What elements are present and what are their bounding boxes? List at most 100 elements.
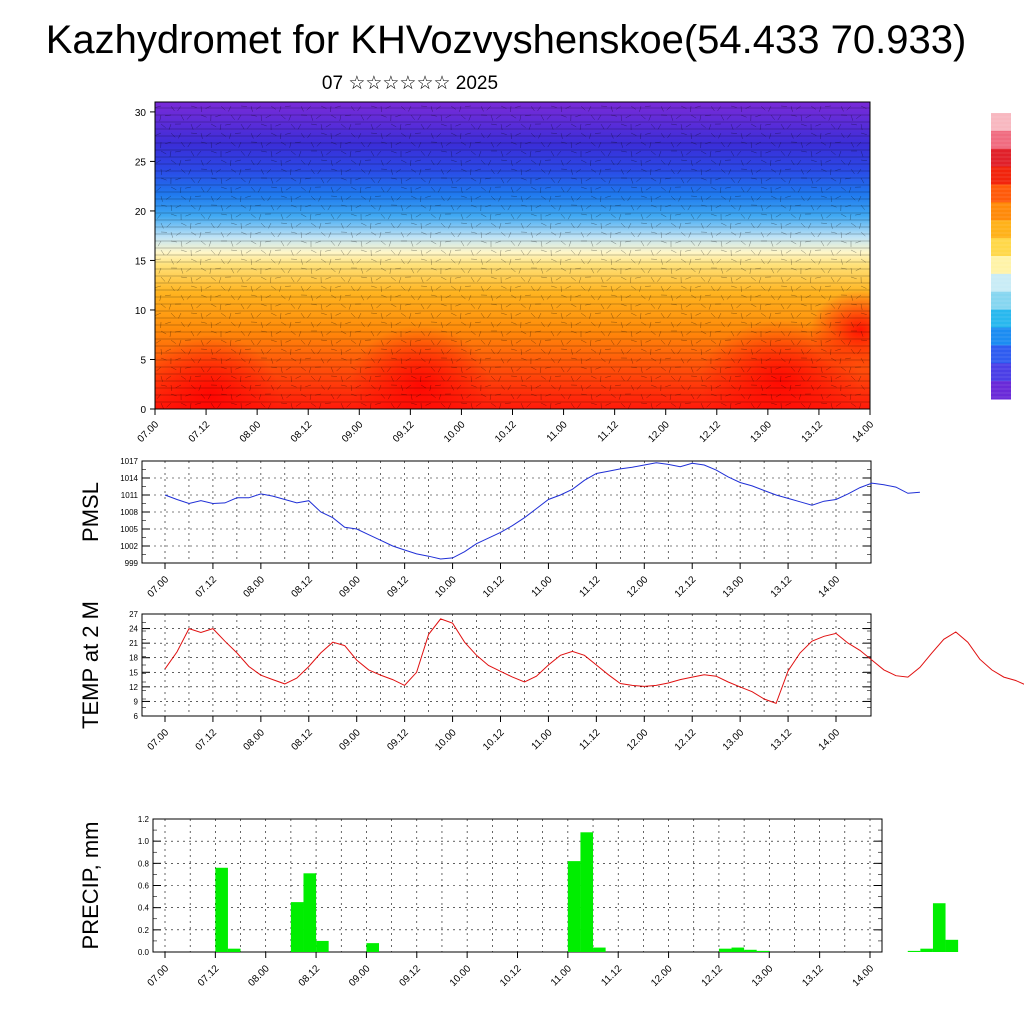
wind-barb (270, 330, 273, 337)
wind-barb (640, 213, 644, 220)
wind-barb (215, 348, 222, 353)
wind-barb (680, 330, 684, 337)
wind-barb (395, 141, 402, 145)
wind-barb (535, 150, 542, 153)
wind-barb (695, 339, 702, 344)
wind-barb (700, 402, 704, 409)
wind-barb (420, 195, 422, 202)
wind-barb (730, 150, 735, 157)
wind-barb (570, 348, 573, 355)
wind-barb (830, 204, 837, 208)
wind-barb (410, 375, 417, 379)
wind-barb (610, 114, 617, 117)
wind-barb (740, 213, 746, 219)
wind-barb (510, 195, 517, 197)
wind-barb (227, 258, 232, 265)
wind-barb (670, 276, 677, 280)
wind-barb (748, 240, 752, 247)
wind-barb (270, 258, 276, 264)
wind-barb (568, 240, 572, 247)
wind-barb (590, 267, 595, 274)
wind-barb (560, 393, 566, 399)
wind-barb (460, 402, 467, 404)
wind-barb (620, 141, 623, 148)
wind-barb (195, 195, 202, 197)
wind-barb (560, 213, 566, 219)
wind-barb (370, 231, 377, 236)
wind-barb (530, 240, 537, 243)
wind-barb (159, 114, 162, 121)
wind-barb (706, 402, 712, 408)
wind-barb (460, 348, 467, 352)
wind-barb (630, 177, 634, 184)
wind-barb (758, 276, 762, 283)
wind-barb (720, 294, 725, 301)
wind-barb (335, 258, 342, 260)
wind-barb (189, 195, 192, 202)
wind-barb (525, 294, 532, 297)
wind-barb (390, 276, 396, 281)
wind-barb (410, 393, 413, 400)
colorbar-swatch (991, 238, 1011, 257)
wind-barb (760, 366, 767, 370)
x-tick-label: 12.12 (673, 574, 699, 600)
wind-barb (388, 240, 392, 247)
wind-barb (769, 312, 772, 319)
wind-barb (850, 168, 855, 175)
wind-barb (278, 258, 282, 265)
wind-barb (730, 132, 737, 134)
wind-barb (170, 231, 173, 238)
data-bar (756, 950, 770, 952)
wind-barb (450, 150, 453, 157)
wind-barb (780, 384, 787, 389)
wind-barb (356, 231, 362, 236)
wind-barb (837, 276, 842, 282)
wind-barb (770, 267, 775, 274)
heat-hotspot (810, 290, 870, 370)
wind-barb (749, 267, 752, 274)
wind-barb (800, 276, 807, 281)
wind-barb (210, 303, 217, 308)
wind-barb (550, 132, 557, 134)
wind-barb (570, 177, 577, 180)
wind-barb (860, 150, 864, 157)
wind-barb (390, 321, 392, 328)
wind-barb (480, 213, 487, 218)
wind-barb (470, 276, 475, 283)
wind-barb (680, 150, 684, 157)
wind-barb (228, 105, 232, 112)
wind-barb (756, 195, 762, 201)
wind-barb (788, 357, 792, 364)
wind-barb (635, 150, 642, 155)
wind-barb (650, 303, 656, 309)
precip-panel: 0.00.20.40.60.81.01.207.00 07.12 08.00 08.1… (78, 815, 959, 989)
wind-barb (705, 141, 712, 144)
wind-barb (589, 132, 592, 139)
wind-barb (340, 195, 343, 202)
wind-barb (240, 303, 245, 310)
wind-barb (550, 285, 557, 288)
wind-barb (640, 267, 645, 273)
wind-barb (550, 303, 554, 310)
wind-barb (300, 186, 306, 191)
wind-barb (190, 330, 195, 337)
wind-barb (680, 303, 683, 310)
wind-barb (800, 330, 807, 333)
wind-barb (280, 393, 284, 400)
wind-barb (477, 276, 482, 282)
wind-barb (705, 294, 712, 297)
wind-barb (600, 195, 602, 202)
x-tick-label: 11.12 (596, 419, 621, 444)
wind-barb (460, 186, 463, 193)
wind-barb (855, 267, 862, 272)
wind-barb (155, 132, 162, 136)
wind-barb (310, 348, 315, 355)
wind-barb (517, 240, 522, 247)
wind-barb (490, 195, 496, 201)
wind-barb (750, 141, 752, 148)
wind-barb (590, 213, 593, 220)
wind-barb (345, 348, 352, 352)
wind-barb (400, 159, 407, 163)
wind-barb (806, 168, 812, 174)
wind-barb (620, 150, 627, 153)
